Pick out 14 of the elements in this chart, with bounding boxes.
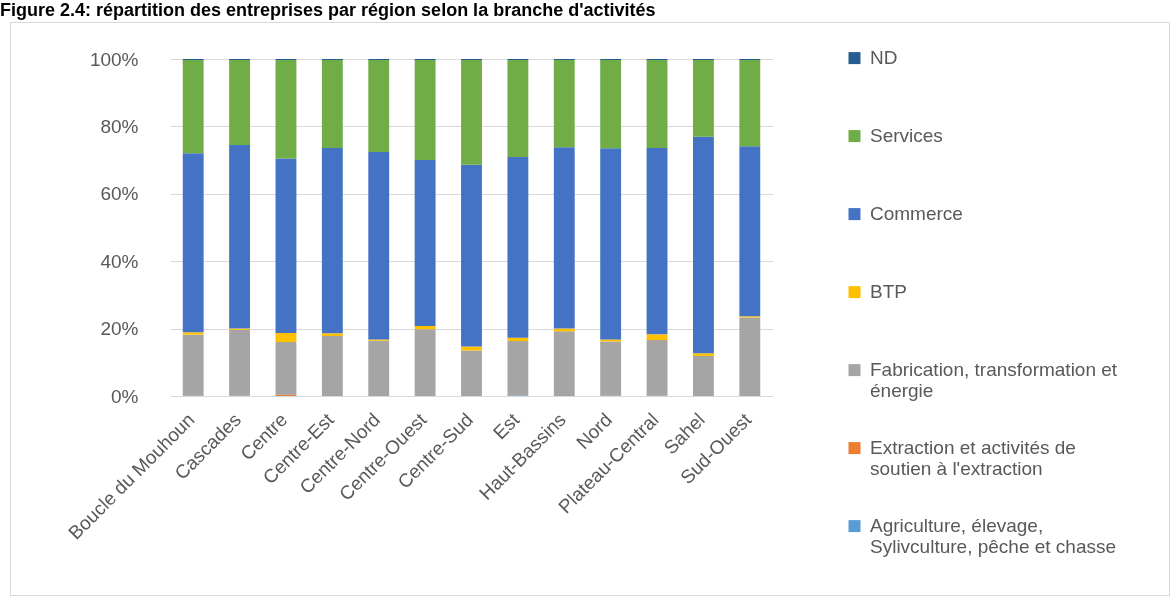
y-tick-label: 80% <box>100 115 139 137</box>
legend-label: Services <box>870 124 943 146</box>
legend-label: Extraction et activités de soutien à l'extraction <box>870 436 1076 479</box>
legend-label: Commerce <box>870 202 963 224</box>
chart-title: Figure 2.4: répartition des entreprises par région selon la branche d'activités <box>0 0 656 20</box>
y-tick-label: 20% <box>100 318 139 340</box>
y-tick-label: 40% <box>100 250 139 272</box>
legend-label: ND <box>870 46 898 68</box>
y-tick-label: 60% <box>100 183 139 205</box>
y-tick-label: 100% <box>89 48 139 70</box>
y-tick-label: 0% <box>111 385 139 407</box>
legend-label: BTP <box>870 280 907 302</box>
legend-label: Agriculture, élevage, Sylivculture, pêche et chasse <box>870 514 1117 557</box>
legend-label: Fabrication, transformation et énergie <box>870 358 1118 401</box>
